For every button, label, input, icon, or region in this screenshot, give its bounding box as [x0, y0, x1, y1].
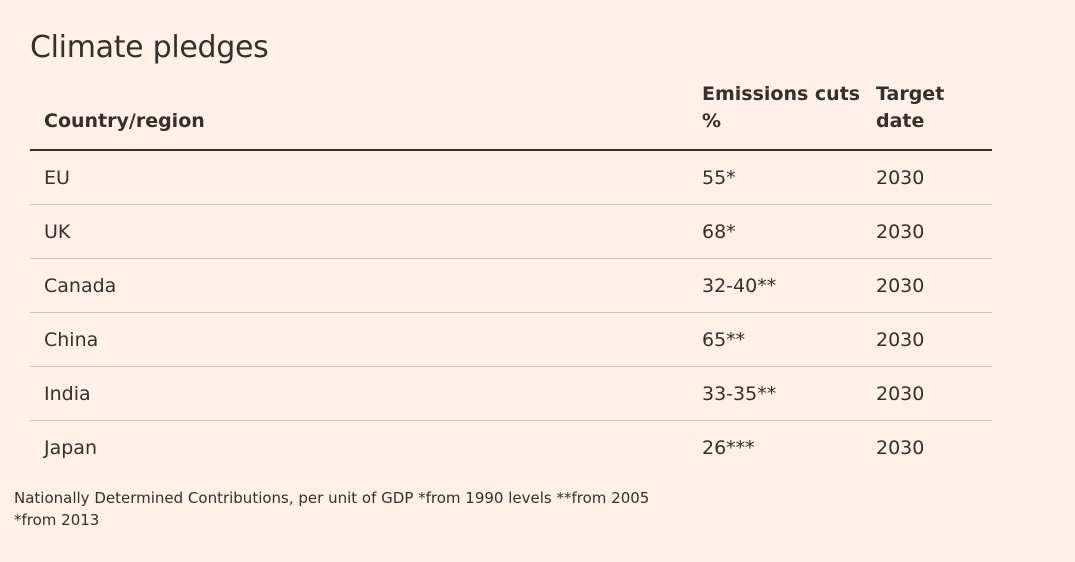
cell-target-date: 2030 — [876, 167, 925, 189]
table-row: UK 68* 2030 — [30, 205, 992, 259]
table-row: EU 55* 2030 — [30, 151, 992, 205]
cell-country: Japan — [44, 437, 97, 459]
column-header-target-date-line2: date — [876, 110, 925, 132]
table-row: China 65** 2030 — [30, 313, 992, 367]
cell-target-date: 2030 — [876, 437, 925, 459]
cell-emissions-cuts: 26*** — [702, 437, 755, 459]
cell-emissions-cuts: 33-35** — [702, 383, 777, 405]
cell-country: Canada — [44, 275, 117, 297]
table-footnote: Nationally Determined Contributions, per… — [14, 489, 650, 529]
cell-country: EU — [44, 167, 70, 189]
cell-country: China — [44, 329, 99, 351]
table-row: Canada 32-40** 2030 — [30, 259, 992, 313]
column-header-target-date-line1: Target — [876, 83, 945, 105]
cell-target-date: 2030 — [876, 275, 925, 297]
cell-country: UK — [44, 221, 71, 243]
page-title: Climate pledges — [30, 30, 269, 65]
column-header-target-date: Target date — [876, 81, 944, 135]
cell-country: India — [44, 383, 91, 405]
column-header-emissions-cuts-line2: % — [702, 110, 722, 132]
pledges-table: Country/region Emissions cuts % Target d… — [30, 81, 992, 474]
cell-emissions-cuts: 68* — [702, 221, 736, 243]
cell-target-date: 2030 — [876, 383, 925, 405]
cell-target-date: 2030 — [876, 329, 925, 351]
cell-emissions-cuts: 32-40** — [702, 275, 777, 297]
table-row: India 33-35** 2030 — [30, 367, 992, 421]
column-header-country: Country/region — [44, 110, 205, 132]
table-header: Country/region Emissions cuts % Target d… — [30, 81, 992, 151]
column-header-emissions-cuts-line1: Emissions cuts — [702, 83, 861, 105]
cell-emissions-cuts: 65** — [702, 329, 746, 351]
column-header-emissions-cuts: Emissions cuts % — [702, 81, 860, 135]
table-row: Japan 26*** 2030 — [30, 421, 992, 474]
cell-emissions-cuts: 55* — [702, 167, 736, 189]
cell-target-date: 2030 — [876, 221, 925, 243]
